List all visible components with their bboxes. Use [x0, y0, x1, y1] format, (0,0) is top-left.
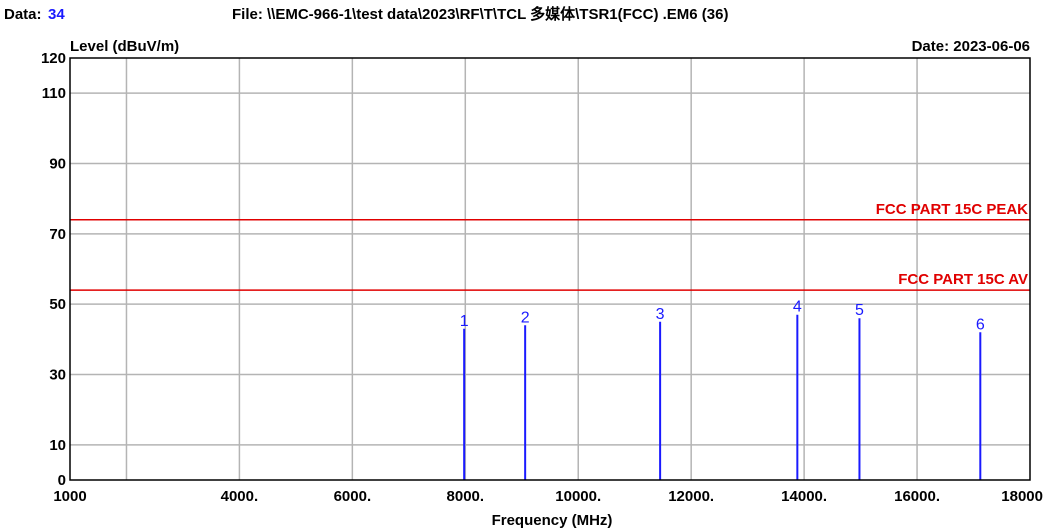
- plot-frame: [69, 57, 1031, 481]
- marker-label: 5: [855, 302, 864, 319]
- x-tick-label: 12000.: [668, 488, 714, 505]
- limit-label: FCC PART 15C PEAK: [876, 201, 1028, 218]
- x-axis-label: Frequency (MHz): [492, 512, 613, 529]
- x-tick-labels: 1000 4000. 6000. 8000. 10000. 12000. 14000. 160…: [53, 488, 1043, 505]
- y-axis-label: Level (dBuV/m): [70, 38, 179, 55]
- marker-label: 4: [793, 299, 802, 316]
- y-tick-labels: 0 10 30 50 70 90 110 120: [41, 50, 66, 489]
- y-tick-label: 120: [41, 50, 66, 67]
- emission-markers: 1 2 3 4 5 6: [460, 299, 985, 480]
- x-tick-label: 18000: [1001, 488, 1043, 505]
- limit-lines: FCC PART 15C PEAK FCC PART 15C AV: [70, 201, 1030, 291]
- x-tick-label: 16000.: [894, 488, 940, 505]
- y-tick-label: 90: [49, 156, 66, 173]
- marker-label: 6: [976, 316, 985, 333]
- data-label: Data:: [4, 6, 42, 23]
- y-tick-label: 0: [58, 472, 66, 489]
- limit-label: FCC PART 15C AV: [898, 271, 1028, 288]
- y-tick-label: 70: [49, 226, 66, 243]
- y-tick-label: 50: [49, 296, 66, 313]
- y-tick-label: 10: [49, 437, 66, 454]
- x-tick-label: 6000.: [334, 488, 372, 505]
- marker-label: 3: [656, 306, 665, 323]
- y-tick-label: 30: [49, 367, 66, 384]
- x-tick-label: 10000.: [555, 488, 601, 505]
- marker-label: 2: [521, 309, 530, 326]
- x-tick-label: 14000.: [781, 488, 827, 505]
- y-tick-label: 110: [42, 85, 66, 102]
- x-tick-label: 4000.: [221, 488, 259, 505]
- data-value: 34: [48, 6, 65, 23]
- x-tick-label: 8000.: [447, 488, 485, 505]
- marker-label: 1: [460, 313, 469, 330]
- x-tick-label: 1000: [53, 488, 86, 505]
- grid-lines: [70, 58, 1030, 480]
- file-path: File: \\EMC-966-1\test data\2023\RF\T\TC…: [232, 5, 728, 23]
- date-text: Date: 2023-06-06: [912, 38, 1030, 55]
